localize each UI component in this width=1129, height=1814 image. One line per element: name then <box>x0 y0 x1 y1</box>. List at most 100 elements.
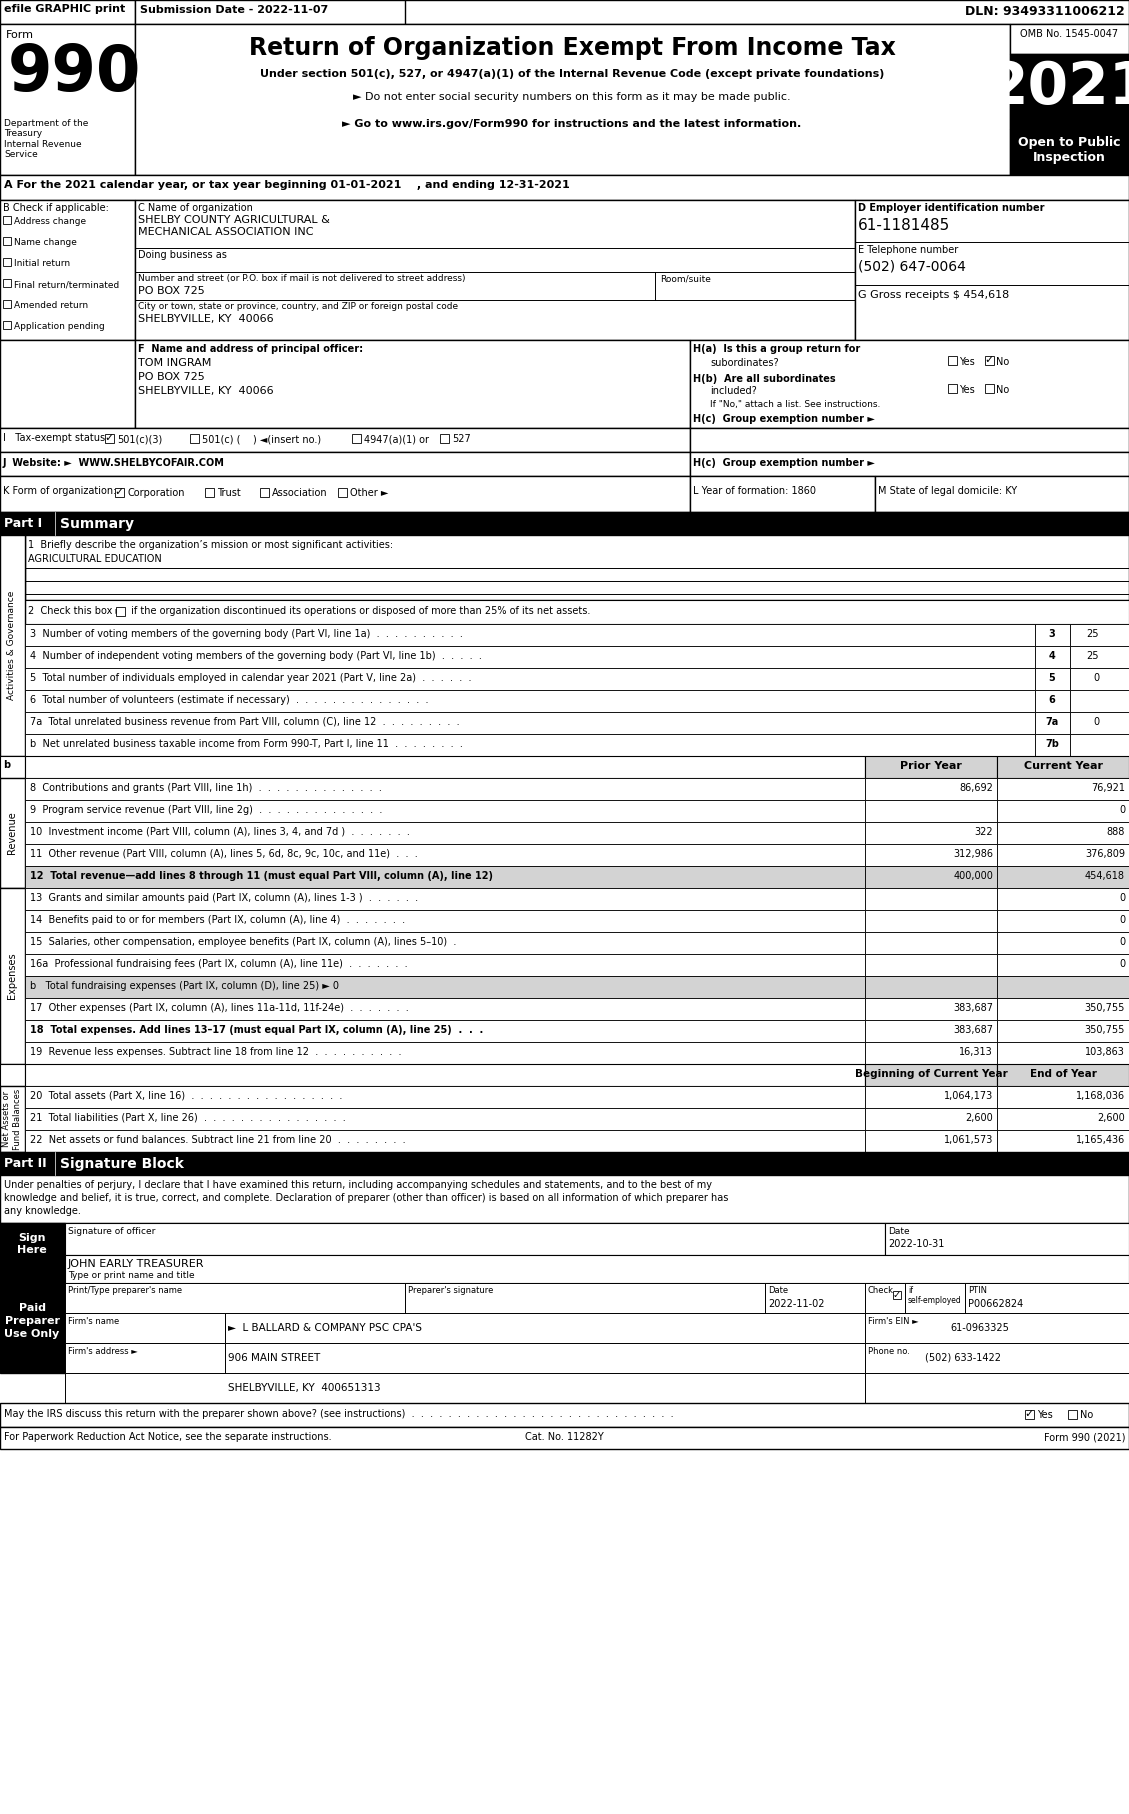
Text: PO BOX 725: PO BOX 725 <box>138 372 204 383</box>
Text: 2021: 2021 <box>988 60 1129 116</box>
Text: End of Year: End of Year <box>1030 1068 1096 1079</box>
Bar <box>997 1130 1129 1152</box>
Text: 5  Total number of individuals employed in calendar year 2021 (Part V, line 2a) : 5 Total number of individuals employed i… <box>30 673 472 684</box>
Bar <box>0 1428 1129 1449</box>
Text: J  Website: ►  WWW.SHELBYCOFAIR.COM: J Website: ► WWW.SHELBYCOFAIR.COM <box>3 457 225 468</box>
Bar <box>25 932 865 954</box>
Text: Beginning of Current Year: Beginning of Current Year <box>855 1068 1007 1079</box>
Bar <box>135 200 855 339</box>
Bar <box>0 512 1129 535</box>
Text: Room/suite: Room/suite <box>660 274 711 283</box>
Bar <box>205 488 215 497</box>
Bar <box>65 1342 225 1373</box>
Bar <box>0 339 135 428</box>
Text: Current Year: Current Year <box>1024 762 1103 771</box>
Bar <box>25 889 865 911</box>
Bar <box>997 822 1129 844</box>
Text: SHELBYVILLE, KY  40066: SHELBYVILLE, KY 40066 <box>138 314 273 325</box>
Bar <box>997 800 1129 822</box>
Text: Number and street (or P.O. box if mail is not delivered to street address): Number and street (or P.O. box if mail i… <box>138 274 465 283</box>
Text: 15  Salaries, other compensation, employee benefits (Part IX, column (A), lines : 15 Salaries, other compensation, employe… <box>30 938 456 947</box>
Bar <box>115 488 124 497</box>
Bar <box>865 756 997 778</box>
Text: Part II: Part II <box>5 1157 46 1170</box>
Text: Preparer: Preparer <box>5 1315 60 1326</box>
Text: Preparer's signature: Preparer's signature <box>408 1286 493 1295</box>
Text: 9  Program service revenue (Part VIII, line 2g)  .  .  .  .  .  .  .  .  .  .  .: 9 Program service revenue (Part VIII, li… <box>30 805 383 814</box>
Text: Cat. No. 11282Y: Cat. No. 11282Y <box>525 1431 603 1442</box>
Text: Date: Date <box>768 1286 788 1295</box>
Bar <box>865 889 997 911</box>
Text: C Name of organization: C Name of organization <box>138 203 253 212</box>
Text: Name change: Name change <box>14 238 77 247</box>
Bar <box>893 1292 901 1299</box>
Text: M State of legal domicile: KY: M State of legal domicile: KY <box>878 486 1017 495</box>
Text: SHELBY COUNTY AGRICULTURAL &: SHELBY COUNTY AGRICULTURAL & <box>138 216 330 225</box>
Bar <box>25 1087 865 1108</box>
Text: 11  Other revenue (Part VIII, column (A), lines 5, 6d, 8c, 9c, 10c, and 11e)  . : 11 Other revenue (Part VIII, column (A),… <box>30 849 418 860</box>
Bar <box>0 778 25 889</box>
Bar <box>25 713 1035 735</box>
Bar <box>1068 1409 1077 1419</box>
Bar <box>865 800 997 822</box>
Text: 0: 0 <box>1119 960 1124 969</box>
Bar <box>997 778 1129 800</box>
Text: 0: 0 <box>1119 892 1124 903</box>
Text: Signature of officer: Signature of officer <box>68 1226 156 1235</box>
Bar <box>984 356 994 365</box>
Bar <box>865 976 997 998</box>
Text: Activities & Governance: Activities & Governance <box>8 591 17 700</box>
Text: b: b <box>3 760 10 769</box>
Text: 888: 888 <box>1106 827 1124 836</box>
Bar <box>116 608 125 617</box>
Text: Trust: Trust <box>217 488 240 499</box>
Bar <box>135 339 690 428</box>
Text: if
self-employed: if self-employed <box>908 1286 962 1306</box>
Text: 6: 6 <box>1049 695 1056 706</box>
Text: 2  Check this box ►: 2 Check this box ► <box>28 606 123 617</box>
Text: ✓: ✓ <box>105 434 114 443</box>
Text: 376,809: 376,809 <box>1085 849 1124 860</box>
Text: 501(c)(3): 501(c)(3) <box>117 434 163 444</box>
Text: ► Do not enter social security numbers on this form as it may be made public.: ► Do not enter social security numbers o… <box>353 93 790 102</box>
Bar <box>25 689 1035 713</box>
Bar <box>997 998 1129 1019</box>
Bar <box>338 488 347 497</box>
Text: Date: Date <box>889 1226 910 1235</box>
Text: May the IRS discuss this return with the preparer shown above? (see instructions: May the IRS discuss this return with the… <box>5 1409 674 1419</box>
Bar <box>997 889 1129 911</box>
Text: Application pending: Application pending <box>14 323 105 330</box>
Text: 2022-10-31: 2022-10-31 <box>889 1239 944 1250</box>
Text: 350,755: 350,755 <box>1085 1025 1124 1036</box>
Text: H(c)  Group exemption number ►: H(c) Group exemption number ► <box>693 414 875 424</box>
Text: 7a: 7a <box>1045 717 1059 727</box>
Bar <box>0 475 690 512</box>
Text: PO BOX 725: PO BOX 725 <box>138 287 204 296</box>
Text: b   Total fundraising expenses (Part IX, column (D), line 25) ► 0: b Total fundraising expenses (Part IX, c… <box>30 981 339 990</box>
Bar <box>3 238 11 245</box>
Text: 383,687: 383,687 <box>953 1025 994 1036</box>
Text: Final return/terminated: Final return/terminated <box>14 279 120 288</box>
Bar <box>0 1152 1129 1175</box>
Bar <box>405 1282 765 1313</box>
Text: No: No <box>996 357 1009 366</box>
Text: Part I: Part I <box>5 517 42 530</box>
Bar <box>0 535 25 600</box>
Bar <box>0 1402 1129 1428</box>
Bar <box>865 844 997 865</box>
Bar <box>3 299 11 308</box>
Bar <box>997 756 1129 778</box>
Bar <box>997 976 1129 998</box>
Text: 0: 0 <box>1093 673 1099 684</box>
Text: Address change: Address change <box>14 218 86 227</box>
Bar <box>1025 1409 1034 1419</box>
Bar <box>0 756 25 778</box>
Bar <box>25 668 1035 689</box>
Text: 86,692: 86,692 <box>960 784 994 793</box>
Bar <box>25 954 865 976</box>
Bar <box>865 1065 997 1087</box>
Bar <box>865 1373 1129 1402</box>
Bar <box>765 1282 865 1313</box>
Text: 1,064,173: 1,064,173 <box>944 1090 994 1101</box>
Text: 1,168,036: 1,168,036 <box>1076 1090 1124 1101</box>
